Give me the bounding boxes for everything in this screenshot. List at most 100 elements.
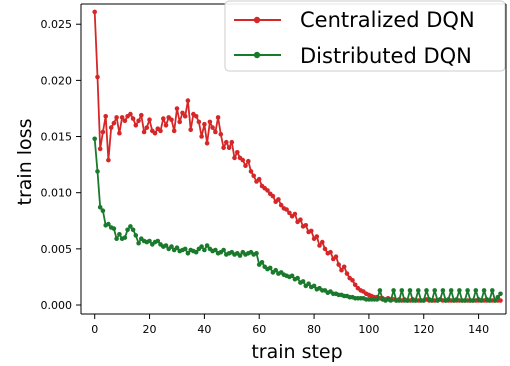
data-point bbox=[152, 130, 158, 136]
data-point bbox=[465, 288, 470, 293]
data-point bbox=[97, 146, 103, 152]
data-point bbox=[251, 173, 256, 179]
data-point bbox=[276, 197, 281, 202]
data-point bbox=[92, 136, 97, 142]
data-point bbox=[300, 279, 306, 284]
axes bbox=[80, 3, 507, 315]
y-tick-label: 0.020 bbox=[41, 74, 73, 87]
data-point bbox=[237, 253, 243, 258]
series-layer bbox=[92, 9, 503, 303]
legend-marker-distributed bbox=[253, 51, 261, 59]
data-point bbox=[111, 226, 117, 231]
x-tick-label: 120 bbox=[413, 323, 434, 336]
data-point bbox=[498, 291, 503, 297]
data-point bbox=[446, 297, 451, 302]
data-point bbox=[396, 298, 402, 303]
data-point bbox=[108, 125, 114, 130]
data-point bbox=[213, 247, 218, 253]
data-point bbox=[185, 98, 191, 103]
data-point bbox=[215, 115, 221, 120]
data-point bbox=[141, 129, 147, 135]
x-ticks: 0 20 40 60 80 100 120 140 bbox=[91, 314, 489, 336]
data-point bbox=[421, 298, 427, 303]
data-point bbox=[328, 249, 333, 255]
data-point bbox=[248, 169, 254, 174]
legend-label-distributed: Distributed DQN bbox=[300, 44, 472, 68]
data-point bbox=[119, 115, 125, 120]
x-tick-label: 140 bbox=[468, 323, 489, 336]
y-axis-label: train loss bbox=[14, 119, 36, 206]
data-point bbox=[136, 118, 141, 124]
data-point bbox=[490, 288, 495, 293]
data-point bbox=[295, 275, 300, 281]
data-point bbox=[207, 119, 213, 125]
data-point bbox=[311, 283, 317, 289]
data-point bbox=[377, 288, 383, 293]
x-tick-label: 80 bbox=[307, 323, 321, 336]
data-point bbox=[273, 267, 279, 273]
data-point bbox=[171, 128, 177, 134]
data-point bbox=[106, 157, 111, 163]
data-point bbox=[265, 188, 270, 193]
series-distributed-dqn bbox=[92, 136, 503, 303]
data-point bbox=[391, 288, 396, 293]
legend-label-centralized: Centralized DQN bbox=[300, 8, 475, 32]
data-point bbox=[229, 139, 235, 145]
data-point bbox=[416, 288, 421, 293]
data-point bbox=[454, 297, 459, 302]
x-axis-label: train step bbox=[251, 341, 342, 363]
data-point bbox=[479, 298, 484, 303]
data-point bbox=[95, 169, 100, 174]
data-point bbox=[314, 234, 320, 239]
legend-box bbox=[224, 0, 506, 72]
data-point bbox=[246, 158, 251, 164]
data-point bbox=[161, 116, 166, 121]
data-point bbox=[405, 298, 410, 303]
y-tick-label: 0.010 bbox=[41, 187, 73, 200]
data-point bbox=[240, 157, 246, 163]
data-point bbox=[256, 176, 262, 182]
data-point bbox=[322, 246, 328, 252]
data-point bbox=[336, 262, 342, 267]
data-point bbox=[481, 288, 487, 293]
data-point bbox=[128, 224, 133, 229]
data-point bbox=[117, 232, 122, 237]
data-point bbox=[122, 118, 128, 124]
data-point bbox=[429, 298, 435, 303]
data-point bbox=[204, 141, 210, 146]
data-point bbox=[232, 155, 237, 161]
data-point bbox=[100, 129, 106, 135]
data-point bbox=[193, 249, 199, 255]
data-point bbox=[440, 288, 446, 293]
data-point bbox=[196, 119, 202, 125]
data-point bbox=[202, 247, 207, 253]
data-point bbox=[492, 298, 498, 303]
data-point bbox=[448, 288, 454, 293]
y-tick-label: 0.005 bbox=[41, 243, 73, 256]
data-point bbox=[226, 145, 232, 151]
data-point bbox=[114, 236, 119, 241]
data-point bbox=[136, 240, 141, 246]
data-point bbox=[169, 244, 174, 249]
data-point bbox=[278, 202, 284, 208]
data-point bbox=[259, 260, 265, 265]
data-point bbox=[202, 121, 207, 127]
data-point bbox=[350, 278, 355, 283]
y-tick-label: 0.025 bbox=[41, 18, 73, 31]
data-point bbox=[130, 227, 136, 233]
data-point bbox=[292, 211, 298, 217]
data-point bbox=[188, 127, 193, 133]
data-point bbox=[147, 117, 152, 122]
data-point bbox=[309, 228, 314, 234]
x-tick-label: 0 bbox=[91, 323, 98, 336]
data-point bbox=[111, 120, 117, 126]
data-point bbox=[424, 288, 429, 293]
data-point bbox=[117, 130, 122, 136]
data-point bbox=[158, 128, 163, 134]
data-point bbox=[243, 163, 248, 168]
data-point bbox=[298, 217, 303, 222]
data-point bbox=[221, 247, 226, 253]
data-point bbox=[185, 251, 191, 256]
data-point bbox=[97, 205, 103, 210]
data-point bbox=[432, 288, 438, 293]
